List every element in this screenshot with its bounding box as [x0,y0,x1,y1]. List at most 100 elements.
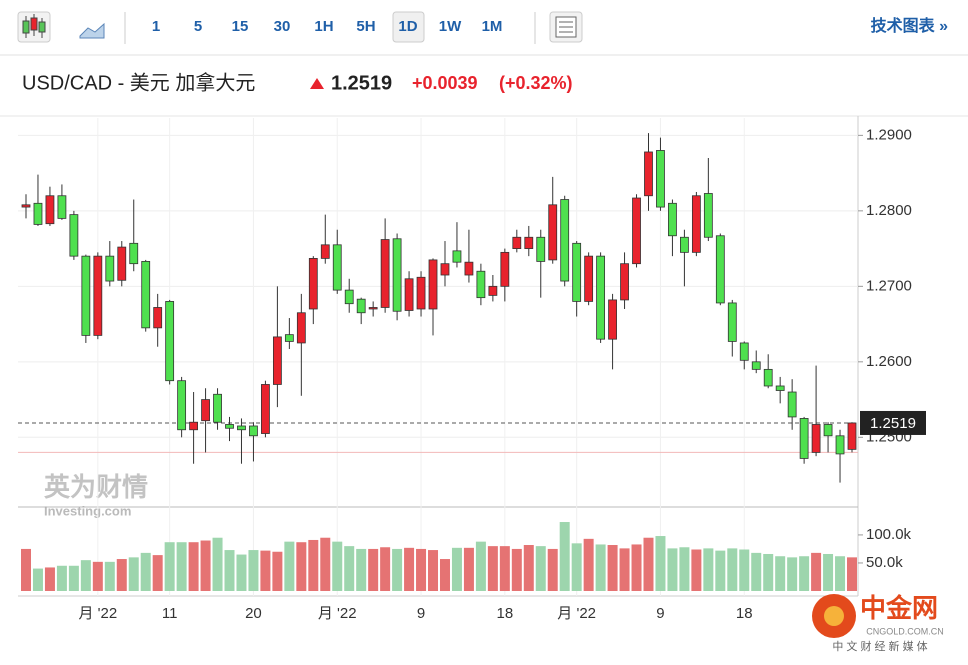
area-icon[interactable] [79,22,105,39]
candle-body [356,298,366,314]
technical-chart-link[interactable]: 技术图表 » [871,16,948,35]
symbol-title: USD/CAD - 美元 加拿大元 [22,70,255,94]
candle-body [452,250,462,263]
volume-bar [164,542,175,591]
candle-body [560,199,570,282]
candle-body [715,235,725,304]
candle-body [93,255,103,336]
candle-icon[interactable] [17,11,51,43]
volume-bar [104,561,115,591]
volume-bar [595,544,606,591]
candle-body [213,393,222,423]
x-tick-label: 9 [656,605,664,622]
volume-bar [775,556,786,591]
interval-button[interactable]: 15 [232,18,249,35]
volume-bar [80,560,91,591]
volume-bar [176,542,187,591]
volume-bar [631,544,642,591]
candle-body [548,204,558,261]
volume-bar [320,537,331,591]
volume-bar [571,543,582,591]
volume-bar [68,565,79,591]
volume-bar [236,554,247,591]
volume-bar [787,557,798,591]
candle-body [261,384,270,434]
volume-bar [260,550,271,591]
candle-body [416,276,426,310]
volume-bar [140,552,151,591]
volume-bar [92,561,103,591]
candle-body [823,424,833,437]
interval-button[interactable]: 5H [356,18,375,35]
candle-body [392,238,402,312]
price-change: +0.0039 [412,73,478,93]
interval-button[interactable]: 1M [482,18,503,35]
y-tick-label: 1.2900 [866,126,912,143]
volume-bar [679,547,690,591]
volume-bar [416,548,427,591]
volume-bar [224,550,235,591]
y-tick-label: 1.2600 [866,353,912,370]
interval-button[interactable]: 1 [152,18,160,35]
settings-icon[interactable] [549,11,583,43]
candle-body [847,422,857,450]
volume-bar [368,548,379,591]
candle-body [440,263,450,276]
volume-bar [751,552,762,591]
volume-bar [152,555,163,591]
volume-bar [643,537,654,591]
candle-body [344,289,354,305]
volume-bar [703,548,714,591]
candle-body [656,150,665,208]
volume-bar [128,557,139,591]
candle-body [680,236,689,253]
candle-body [608,299,617,340]
volume-bar [116,559,127,591]
candle-body [153,307,163,329]
x-tick-label: 月 '22 [78,605,117,622]
volume-bar [487,546,498,591]
interval-button[interactable]: 1H [314,18,333,35]
volume-bar [655,536,666,591]
interval-button[interactable]: 1W [439,18,462,35]
last-price: 1.2519 [331,72,392,94]
volume-bar [32,568,43,591]
interval-button[interactable]: 5 [194,18,202,35]
x-tick-label: 月 '22 [557,605,596,622]
candle-body [249,425,258,437]
volume-bar [607,545,618,591]
x-tick-label: 9 [417,605,425,622]
candle-body [476,270,486,299]
volume-bar [248,550,259,591]
candle-body [572,242,582,302]
candle-body [644,151,653,197]
candle-body [428,259,438,310]
candle-body [332,244,342,291]
volume-bar [811,552,822,591]
candle-body [117,246,127,281]
candle-body [835,435,845,455]
candle-body [308,258,318,310]
volume-bar [188,542,199,591]
volume-bar [475,541,486,591]
x-tick-label: 18 [736,605,753,622]
interval-button[interactable]: 1D [398,18,417,35]
candle-body [775,385,785,391]
volume-bar [583,538,594,591]
volume-bar [439,559,450,591]
interval-button[interactable]: 30 [274,18,291,35]
x-tick-label: 18 [496,605,513,622]
volume-bar [44,567,55,591]
candle-body [141,261,151,329]
volume-bar [200,540,211,591]
volume-bar [739,549,750,591]
volume-bar [272,551,283,591]
candle-body [69,214,79,257]
y2-tick-label: 50.0k [866,554,903,571]
candle-body [620,263,629,301]
volume-bar [727,548,738,591]
logo-text: 中金网 [860,593,938,623]
volume-bar [559,522,570,591]
candle-body [668,202,677,237]
